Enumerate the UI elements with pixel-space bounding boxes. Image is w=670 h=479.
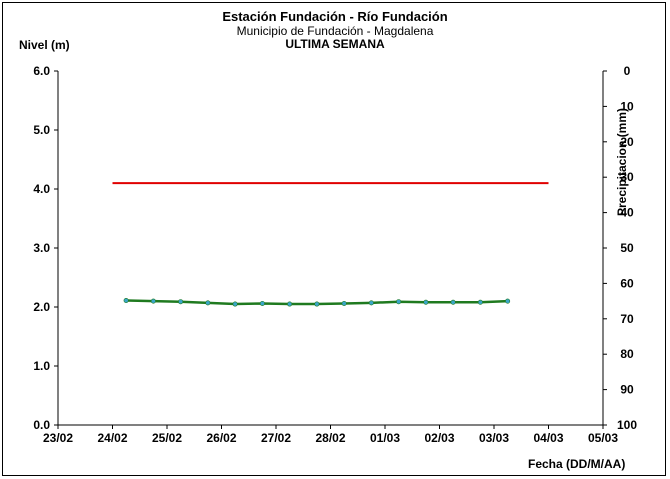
level-point — [150, 298, 156, 304]
y2-tick-label: 70 — [620, 312, 634, 326]
y2-tick-label: 80 — [620, 347, 634, 361]
y2-tick-label: 50 — [620, 241, 634, 255]
level-point — [341, 300, 347, 306]
y-tick-label: 6.0 — [33, 64, 50, 78]
y2-tick-label: 10 — [620, 99, 634, 113]
level-point — [396, 299, 402, 305]
level-point — [505, 298, 511, 304]
level-point — [423, 299, 429, 305]
y2-tick-label: 100 — [617, 418, 637, 432]
chart-period-label: ULTIMA SEMANA — [285, 37, 385, 51]
x-tick-label: 02/03 — [424, 431, 454, 445]
y2-tick-label: 60 — [620, 276, 634, 290]
chart-title: Estación Fundación - Río Fundación — [222, 9, 448, 24]
level-point — [123, 298, 129, 304]
x-tick-label: 05/03 — [588, 431, 618, 445]
level-point — [259, 300, 265, 306]
x-tick-label: 01/03 — [370, 431, 400, 445]
level-point — [287, 301, 293, 307]
y2-tick-label: 30 — [620, 170, 634, 184]
level-point — [232, 301, 238, 307]
level-point — [314, 301, 320, 307]
y-tick-label: 5.0 — [33, 123, 50, 137]
x-tick-label: 23/02 — [43, 431, 73, 445]
y-axis-label: Nivel (m) — [19, 38, 70, 52]
level-point — [178, 299, 184, 305]
level-point — [205, 300, 211, 306]
y2-tick-label: 0 — [624, 64, 631, 78]
x-tick-label: 25/02 — [152, 431, 182, 445]
x-tick-label: 03/03 — [479, 431, 509, 445]
level-point — [450, 299, 456, 305]
y-tick-label: 0.0 — [33, 418, 50, 432]
x-tick-label: 28/02 — [315, 431, 345, 445]
x-tick-label: 27/02 — [261, 431, 291, 445]
y-tick-label: 2.0 — [33, 300, 50, 314]
x-axis-label: Fecha (DD/M/AA) — [528, 457, 626, 471]
level-point — [477, 299, 483, 305]
x-tick-label: 26/02 — [206, 431, 236, 445]
level-point — [368, 300, 374, 306]
y2-tick-label: 90 — [620, 383, 634, 397]
chart-subtitle: Municipio de Fundación - Magdalena — [236, 24, 434, 38]
y-tick-label: 4.0 — [33, 182, 50, 196]
y-tick-label: 1.0 — [33, 359, 50, 373]
y2-tick-label: 40 — [620, 206, 634, 220]
y2-tick-label: 20 — [620, 135, 634, 149]
x-tick-label: 04/03 — [533, 431, 563, 445]
x-tick-label: 24/02 — [97, 431, 127, 445]
y-tick-label: 3.0 — [33, 241, 50, 255]
